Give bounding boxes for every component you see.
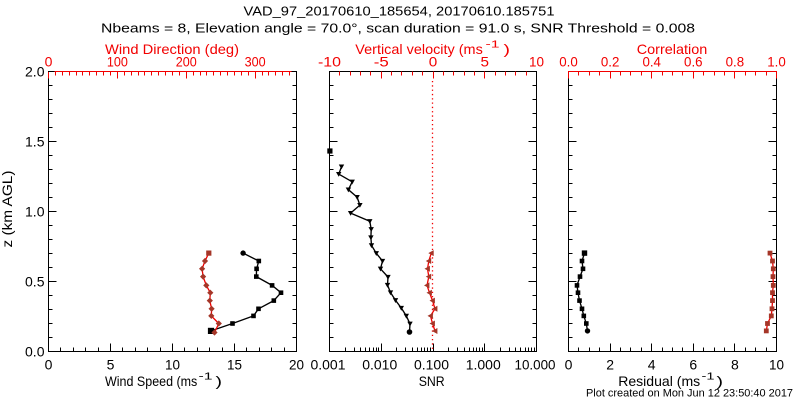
- svg-text:10.000: 10.000: [515, 357, 556, 373]
- svg-text:8: 8: [731, 357, 739, 373]
- svg-text:10: 10: [769, 357, 784, 373]
- svg-text:VAD_97_20170610_185654, 201706: VAD_97_20170610_185654, 20170610.185751: [244, 4, 555, 19]
- svg-text:Nbeams = 8, Elevation angle =: Nbeams = 8, Elevation angle = 70.0°, sca…: [101, 21, 695, 36]
- svg-text:20: 20: [289, 357, 304, 373]
- svg-text:15: 15: [227, 357, 242, 373]
- svg-text:Vertical velocity (ms: Vertical velocity (ms: [355, 41, 483, 57]
- svg-text:-1: -1: [702, 371, 715, 383]
- svg-text:0.100: 0.100: [414, 357, 449, 373]
- svg-text:10: 10: [165, 357, 180, 373]
- svg-text:200: 200: [176, 54, 197, 70]
- svg-text:0.0: 0.0: [559, 54, 578, 70]
- svg-text:0.2: 0.2: [601, 54, 620, 70]
- svg-text:100: 100: [107, 54, 128, 70]
- svg-text:0.001: 0.001: [311, 357, 346, 373]
- svg-text:-5: -5: [374, 54, 389, 70]
- svg-text:0: 0: [45, 357, 53, 373]
- svg-text:5: 5: [107, 357, 115, 373]
- svg-text:Plot created on Mon Jun 12 23:: Plot created on Mon Jun 12 23:50:40 2017: [586, 388, 793, 400]
- svg-text:0: 0: [565, 357, 573, 373]
- svg-text:4: 4: [648, 357, 656, 373]
- svg-text:Wind Direction (deg): Wind Direction (deg): [105, 41, 239, 57]
- svg-text:0.4: 0.4: [642, 54, 661, 70]
- svg-text:): ): [216, 373, 223, 389]
- svg-text:2: 2: [606, 357, 614, 373]
- svg-text:): ): [717, 373, 724, 389]
- svg-text:1.5: 1.5: [25, 134, 45, 150]
- svg-text:0.5: 0.5: [25, 274, 45, 290]
- svg-text:0.0: 0.0: [25, 344, 45, 360]
- svg-text:300: 300: [245, 54, 266, 70]
- svg-text:5: 5: [481, 54, 490, 70]
- svg-text:1.0: 1.0: [25, 204, 45, 220]
- svg-text:z (km AGL): z (km AGL): [0, 171, 15, 248]
- svg-text:-1: -1: [486, 39, 500, 51]
- svg-text:0: 0: [429, 54, 438, 70]
- svg-text:0: 0: [45, 54, 53, 70]
- svg-text:10: 10: [529, 54, 544, 70]
- svg-text:1.000: 1.000: [466, 357, 501, 373]
- svg-text:SNR: SNR: [419, 373, 445, 389]
- svg-text:-10: -10: [318, 54, 341, 70]
- svg-text:0.8: 0.8: [726, 54, 745, 70]
- svg-text:Wind Speed (ms: Wind Speed (ms: [105, 373, 197, 389]
- svg-text:6: 6: [689, 357, 697, 373]
- svg-text:0.010: 0.010: [362, 357, 397, 373]
- svg-text:Residual (ms: Residual (ms: [618, 373, 700, 389]
- svg-text:): ): [504, 41, 511, 57]
- svg-text:-1: -1: [199, 371, 213, 383]
- svg-text:1.0: 1.0: [767, 54, 786, 70]
- svg-text:0.6: 0.6: [684, 54, 703, 70]
- svg-text:Correlation: Correlation: [637, 41, 708, 57]
- svg-text:2.0: 2.0: [25, 64, 45, 80]
